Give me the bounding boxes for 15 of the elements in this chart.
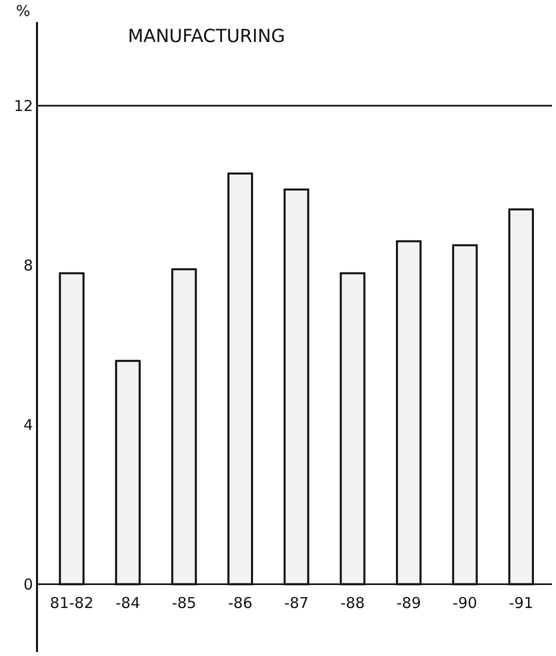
x-tick-label: -87 — [284, 594, 309, 612]
x-tick-label: 81-82 — [50, 594, 94, 612]
y-tick-label: 8 — [23, 256, 33, 274]
y-tick-label: 4 — [23, 416, 33, 434]
y-tick-label: 12 — [14, 96, 33, 115]
x-tick-label: -90 — [452, 594, 478, 612]
x-tick-label: -89 — [396, 594, 421, 612]
x-tick-label: -85 — [172, 594, 196, 612]
y-axis-title: % — [16, 2, 30, 20]
x-tick-label: -88 — [340, 594, 365, 612]
x-tick-label: -91 — [508, 594, 534, 612]
chart-title: MANUFACTURING — [128, 26, 286, 48]
x-tick-label: -86 — [228, 594, 252, 612]
x-tick-label: -84 — [116, 594, 140, 612]
y-tick-label: 0 — [23, 575, 33, 594]
